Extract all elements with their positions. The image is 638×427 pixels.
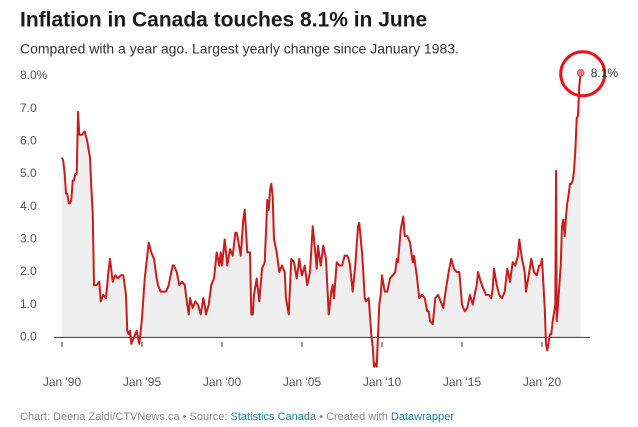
- y-tick-label: 1.0: [20, 297, 37, 311]
- credit: • Created with: [316, 411, 391, 423]
- x-tick-label: Jan '05: [283, 375, 322, 389]
- y-tick-label: 3.0: [20, 232, 37, 246]
- y-tick-label: 8.0%: [20, 68, 48, 82]
- highlight-circle: [559, 50, 607, 98]
- y-tick-label: 2.0: [20, 264, 37, 278]
- chart: Inflation in Canada touches 8.1% in June…: [20, 9, 619, 390]
- x-tick-label: Jan '15: [443, 375, 482, 389]
- chart-subtitle: Compared with a year ago. Largest yearly…: [20, 41, 459, 57]
- chart-title: Inflation in Canada touches 8.1% in June: [20, 9, 427, 32]
- x-tick-label: Jan '20: [523, 375, 562, 389]
- y-tick-label: 5.0: [20, 166, 37, 180]
- end-point: [576, 68, 585, 77]
- x-tick-label: Jan '95: [123, 375, 162, 389]
- area: [62, 72, 581, 367]
- annotation: 8.1%: [591, 66, 619, 80]
- y-tick-label: 6.0: [20, 134, 37, 148]
- x-tick-label: Jan '90: [43, 375, 82, 389]
- x-tick-label: Jan '00: [203, 375, 242, 389]
- credit: Chart: Deena Zaidi/CTVNews.ca • Source:: [20, 411, 231, 423]
- x-tick-label: Jan '10: [363, 375, 402, 389]
- y-tick-label: 7.0: [20, 101, 37, 115]
- line: [61, 72, 582, 368]
- tool-link[interactable]: Datawrapper: [390, 411, 454, 423]
- y-tick-label: 0.0: [20, 330, 37, 344]
- footer: Chart: Deena Zaidi/CTVNews.ca • Source: …: [20, 411, 454, 423]
- y-tick-label: 4.0: [20, 199, 37, 213]
- source-link[interactable]: Statistics Canada: [230, 411, 317, 423]
